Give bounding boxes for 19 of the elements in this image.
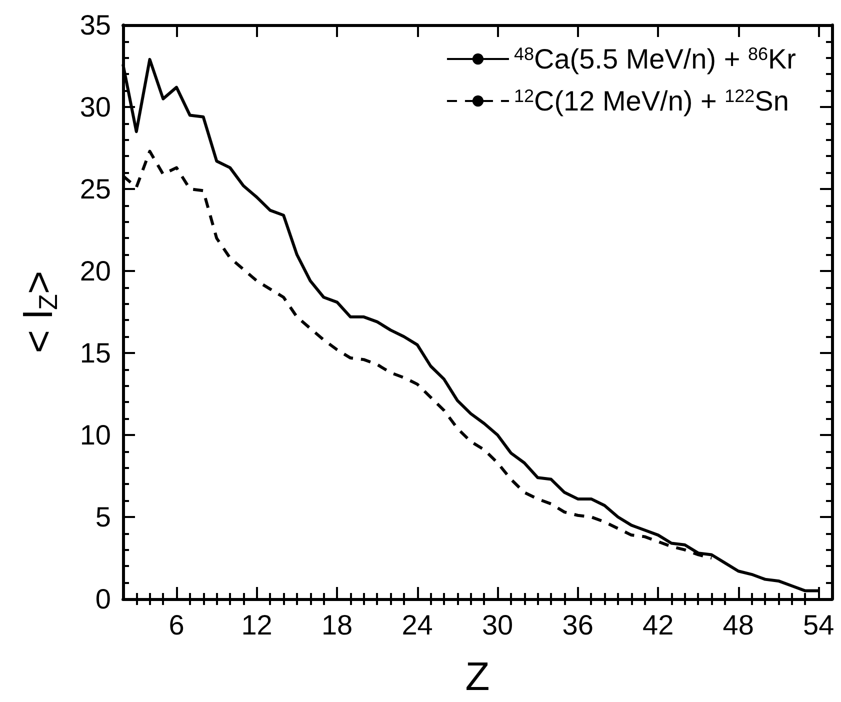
x-tick-label: 18 <box>321 610 353 640</box>
x-tick-label: 48 <box>722 610 754 640</box>
x-tick-label: 12 <box>241 610 272 640</box>
x-tick-label: 24 <box>402 610 433 640</box>
x-tick-label: 42 <box>642 610 674 640</box>
x-tick-label: 6 <box>168 610 184 640</box>
x-tick-label: 54 <box>803 610 834 640</box>
y-tick-label: 35 <box>80 10 111 40</box>
y-tick-label: 10 <box>80 420 111 450</box>
y-tick-label: 20 <box>80 256 111 286</box>
x-axis-title: Z <box>465 655 490 699</box>
x-tick-label: 36 <box>562 610 594 640</box>
y-tick-label: 0 <box>95 584 111 614</box>
y-tick-label: 15 <box>80 338 111 368</box>
y-tick-label: 5 <box>95 502 111 532</box>
y-axis-title: < lZ> <box>17 270 63 354</box>
y-tick-label: 25 <box>80 174 111 204</box>
y-tick-label: 30 <box>80 92 111 122</box>
x-tick-label: 30 <box>482 610 514 640</box>
